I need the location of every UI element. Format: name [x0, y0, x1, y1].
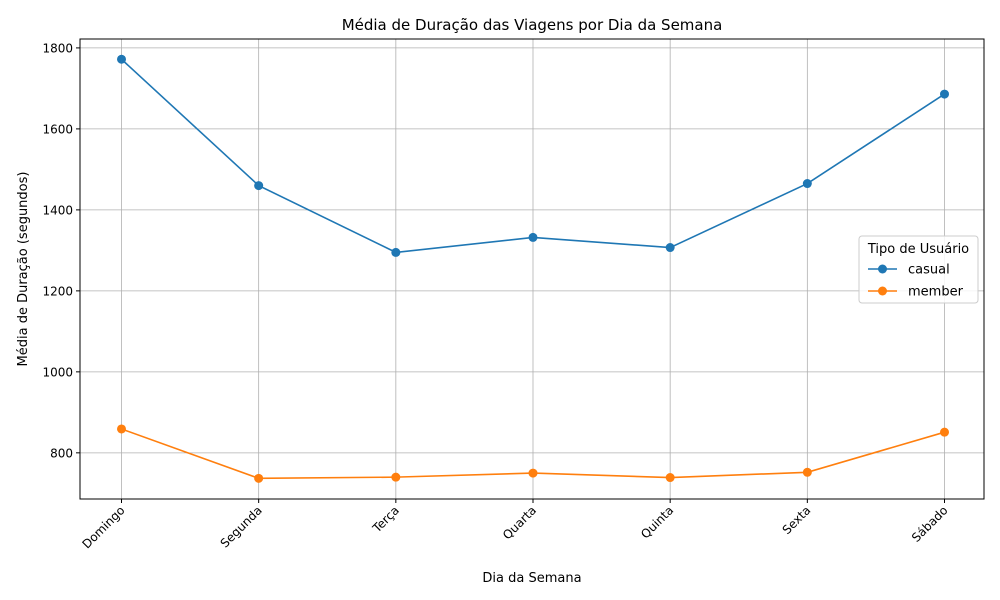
legend-marker-member: [878, 286, 887, 296]
data-point-casual: [940, 89, 949, 99]
y-tick-label: 1600: [42, 122, 73, 136]
data-point-casual: [528, 232, 538, 242]
y-tick-label: 1400: [42, 203, 73, 217]
legend: Tipo de Usuário casual member: [858, 235, 979, 304]
x-tick-label: Terça: [369, 503, 402, 536]
legend-label-member: member: [908, 285, 964, 300]
legend-title: Tipo de Usuário: [867, 242, 969, 257]
data-point-member: [391, 472, 401, 482]
y-tick-label: 1000: [42, 365, 73, 379]
x-tick-label: Quarta: [500, 503, 539, 542]
data-point-casual: [802, 179, 812, 189]
data-point-member: [528, 468, 538, 478]
grid: [80, 39, 984, 499]
plot-area: [79, 38, 985, 500]
data-point-member: [802, 467, 812, 477]
data-point-member: [940, 427, 949, 437]
x-axis-label: Dia da Semana: [482, 571, 581, 586]
y-axis-label: Média de Duração (segundos): [16, 172, 31, 367]
data-point-member: [254, 473, 264, 483]
chart-title: Média de Duração das Viagens por Dia da …: [342, 16, 723, 34]
data-point-casual: [254, 181, 264, 191]
y-axis: 800 1000 1200 1400 1600 1800: [42, 41, 80, 460]
data-point-member: [117, 424, 126, 434]
data-point-casual: [117, 54, 126, 64]
x-tick-label: Sexta: [780, 503, 814, 537]
x-tick-label: Sábado: [909, 503, 951, 545]
series-group: [117, 54, 949, 483]
x-axis: Domingo Segunda Terça Quarta Quinta Sexta Sába…: [79, 499, 951, 551]
data-point-member: [665, 473, 675, 483]
legend-marker-casual: [878, 264, 887, 274]
legend-box: [858, 235, 979, 304]
data-point-casual: [665, 243, 675, 253]
x-tick-label: Domingo: [79, 503, 127, 551]
y-tick-label: 1800: [42, 41, 73, 55]
data-point-casual: [391, 247, 401, 257]
y-tick-label: 1200: [42, 284, 73, 298]
legend-label-casual: casual: [908, 263, 950, 278]
y-tick-label: 800: [50, 446, 73, 460]
x-tick-label: Segunda: [218, 503, 265, 550]
x-tick-label: Quinta: [638, 503, 676, 541]
